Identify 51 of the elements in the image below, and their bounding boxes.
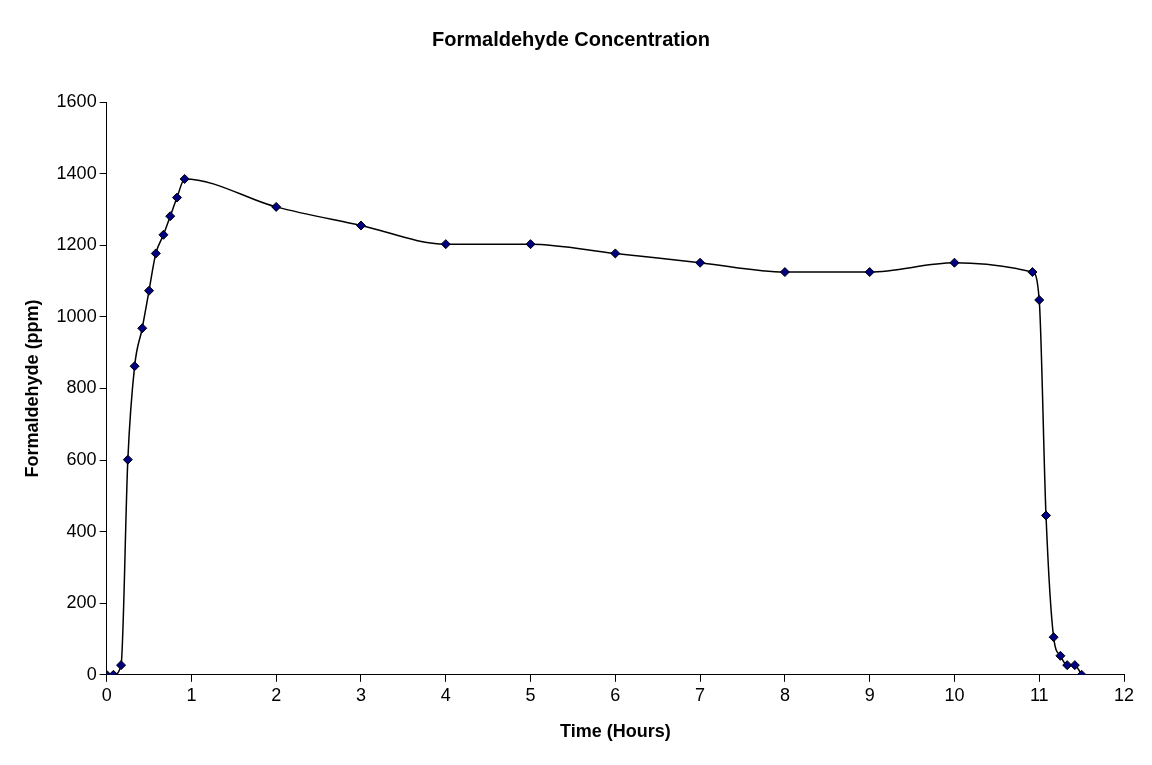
- y-tick-label: 0: [86, 663, 97, 684]
- point: [150, 248, 161, 259]
- y-axis-title: Formaldehyde (ppm): [21, 299, 42, 478]
- point: [864, 267, 875, 278]
- y-tick-label: 1400: [56, 162, 97, 183]
- point: [179, 173, 190, 184]
- point: [949, 257, 960, 268]
- x-tick-label: 3: [355, 684, 366, 705]
- point: [1027, 267, 1038, 278]
- point: [695, 257, 706, 268]
- point: [129, 361, 140, 372]
- y-tick-label: 200: [66, 592, 97, 613]
- y-tick-label: 600: [66, 448, 97, 469]
- point: [1069, 660, 1080, 671]
- point: [144, 285, 155, 296]
- x-tick-label: 2: [271, 684, 282, 705]
- y-tick-label: 400: [66, 520, 97, 541]
- x-tick-label: 6: [610, 684, 621, 705]
- point: [440, 239, 451, 250]
- point: [355, 220, 366, 231]
- point: [610, 248, 621, 259]
- point: [158, 229, 169, 240]
- y-tick-label: 1000: [56, 305, 97, 326]
- x-tick-label: 10: [944, 684, 965, 705]
- x-axis-title: Time (Hours): [559, 721, 671, 742]
- chart-title: Formaldehyde Concentration: [432, 27, 710, 50]
- point: [525, 239, 536, 250]
- point: [116, 660, 127, 671]
- x-tick-label: 7: [695, 684, 706, 705]
- x-tick-label: 0: [101, 684, 112, 705]
- x-tick-label: 8: [779, 684, 790, 705]
- point: [1048, 632, 1059, 643]
- point: [165, 211, 176, 222]
- point: [271, 201, 282, 212]
- x-tick-label: 11: [1029, 684, 1049, 705]
- x-tick-label: 9: [864, 684, 875, 705]
- x-tick-label: 12: [1113, 684, 1135, 705]
- point: [1062, 660, 1073, 671]
- point: [137, 323, 148, 334]
- point: [1041, 510, 1051, 521]
- x-tick-label: 4: [440, 684, 451, 705]
- point: [779, 267, 790, 278]
- y-tick-label: 1600: [56, 90, 97, 111]
- y-tick-label: 1200: [56, 234, 97, 255]
- y-tick-label: 800: [66, 377, 97, 398]
- point: [172, 192, 183, 203]
- point: [122, 454, 133, 465]
- point: [1034, 294, 1045, 305]
- x-tick-label: 5: [525, 684, 536, 705]
- x-tick-label: 1: [186, 684, 197, 705]
- point: [1055, 650, 1066, 661]
